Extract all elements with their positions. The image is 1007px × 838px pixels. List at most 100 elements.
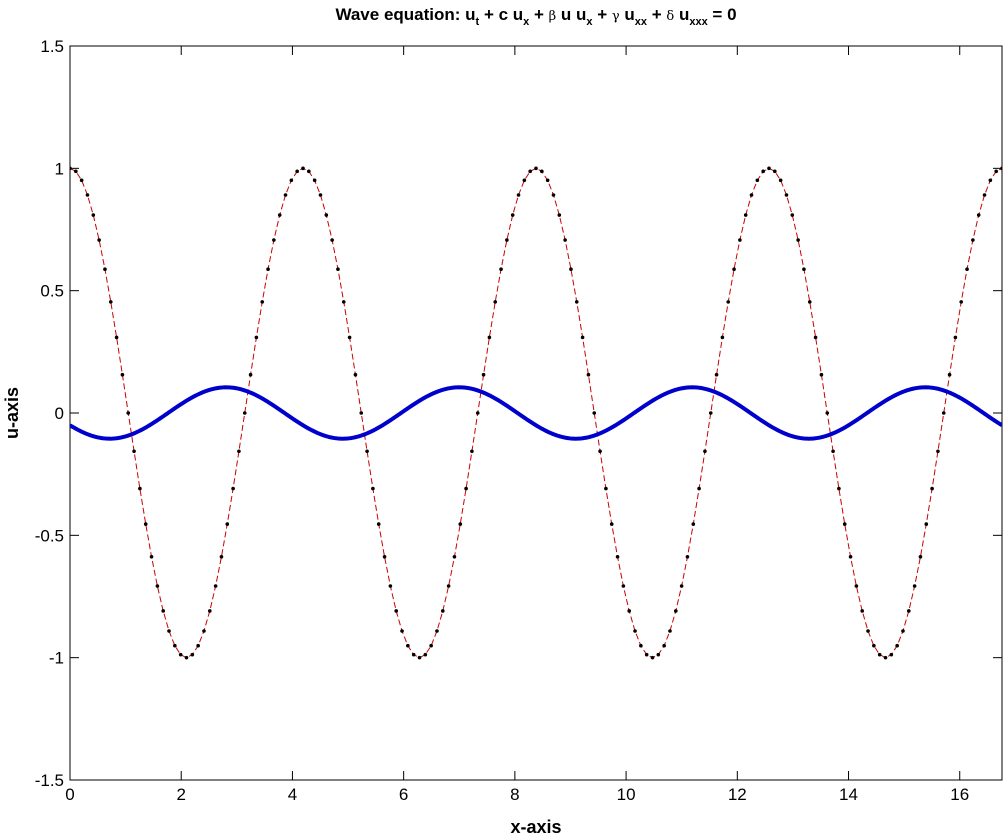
series-point	[941, 411, 946, 415]
series-point	[703, 449, 707, 454]
series-point	[574, 300, 579, 304]
x-tick-label: 2	[176, 785, 185, 804]
series-point	[883, 655, 888, 660]
series-point	[912, 584, 917, 588]
series-point	[155, 584, 160, 588]
series-point	[190, 652, 195, 657]
series-point	[272, 238, 276, 242]
series-point	[126, 411, 131, 415]
series-point	[318, 193, 323, 197]
series-point	[79, 178, 84, 183]
series-point	[807, 300, 812, 304]
series-point	[633, 629, 637, 633]
chart-title-part: t	[476, 16, 480, 28]
series-point	[656, 652, 661, 657]
chart-title-part: +	[529, 5, 548, 24]
series-point	[97, 238, 101, 242]
series-point	[74, 169, 78, 174]
series-point	[691, 522, 696, 526]
series-point	[470, 449, 474, 454]
y-tick-label: 1	[55, 159, 64, 178]
series-dashed-line	[70, 167, 1002, 659]
series-point	[371, 486, 375, 491]
series-point	[312, 178, 317, 183]
series-point	[650, 655, 655, 660]
series-point	[854, 584, 859, 588]
y-tick-label: 0.5	[40, 282, 64, 301]
series-point	[586, 372, 591, 377]
series-point	[324, 213, 329, 217]
series-point	[499, 267, 503, 271]
series-point	[423, 652, 428, 657]
series-point	[959, 300, 964, 304]
x-axis-label: x-axis	[510, 817, 561, 837]
series-point	[866, 629, 870, 633]
series-layer	[70, 166, 1002, 660]
series-point	[417, 655, 422, 660]
series-point	[347, 335, 352, 340]
series-point	[982, 193, 987, 197]
series-point	[260, 300, 265, 304]
series-point	[918, 555, 923, 559]
series-point	[464, 486, 468, 491]
series-point	[196, 643, 200, 648]
series-point	[947, 372, 952, 377]
chart-title-part: u	[465, 5, 475, 24]
series-point	[604, 486, 608, 491]
series-point	[307, 169, 311, 174]
series-point	[668, 629, 672, 633]
series-point	[341, 300, 346, 304]
series-point	[726, 300, 731, 304]
series-point	[70, 166, 72, 171]
x-tick-label: 10	[617, 785, 636, 804]
plot-frame	[69, 45, 1003, 781]
series-point	[475, 411, 480, 415]
series-point	[644, 652, 649, 657]
series-point	[569, 267, 573, 271]
series-point	[283, 193, 288, 197]
series-point	[685, 555, 690, 559]
series-point	[615, 555, 620, 559]
chart-title: Wave equation: ut + c ux + β u ux + γ ux…	[335, 5, 736, 28]
chart-title-part: x	[523, 16, 530, 28]
series-point	[697, 486, 701, 491]
series-point	[91, 213, 96, 217]
series-point	[103, 267, 107, 271]
series-point	[388, 584, 393, 588]
series-point	[907, 609, 911, 613]
series-point	[301, 166, 305, 171]
series-point	[609, 522, 614, 526]
series-point	[621, 584, 626, 588]
y-tick-label: -0.5	[35, 526, 64, 545]
x-tick-label: 14	[839, 785, 858, 804]
series-point	[755, 178, 760, 183]
series-point	[225, 522, 230, 526]
series-point	[277, 213, 282, 217]
series-point	[557, 213, 562, 217]
series-point	[639, 643, 643, 648]
series-point	[161, 609, 165, 613]
series-point	[254, 335, 259, 340]
series-point	[85, 193, 90, 197]
series-point	[976, 213, 981, 217]
series-point	[184, 655, 189, 660]
series-point	[901, 629, 905, 633]
series-point	[953, 335, 958, 340]
series-point	[248, 372, 253, 377]
series-point	[441, 609, 445, 613]
series-point	[831, 449, 835, 454]
chart-title-part: x	[586, 16, 593, 28]
series-point	[778, 178, 783, 183]
y-tick-label: -1	[49, 649, 64, 668]
series-point	[674, 609, 678, 613]
series-point	[487, 335, 492, 340]
series-point	[738, 238, 742, 242]
chart-title-part: u u	[556, 5, 586, 24]
series-point	[429, 643, 433, 648]
series-point	[813, 335, 818, 340]
series-point	[108, 300, 113, 304]
series-solid-line	[70, 385, 1002, 441]
series-point	[178, 652, 183, 657]
series-point	[295, 169, 299, 174]
